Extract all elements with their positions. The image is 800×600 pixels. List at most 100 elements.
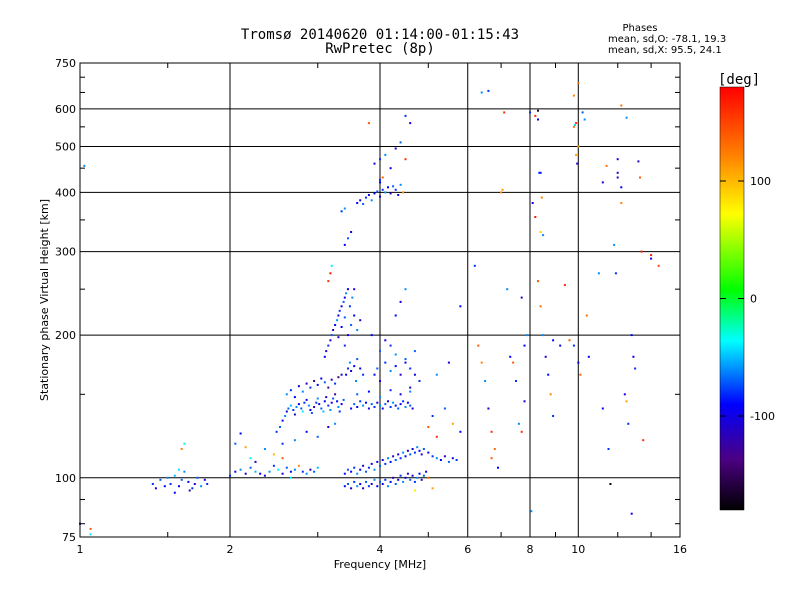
data-point bbox=[487, 89, 490, 92]
data-point bbox=[310, 412, 313, 414]
data-point bbox=[379, 404, 381, 407]
data-point bbox=[362, 487, 365, 490]
data-point bbox=[490, 430, 493, 433]
data-point bbox=[345, 292, 348, 295]
data-point bbox=[272, 464, 275, 467]
data-point bbox=[206, 483, 209, 485]
data-point bbox=[340, 210, 343, 213]
data-point bbox=[607, 448, 610, 450]
data-point bbox=[413, 480, 416, 483]
y-tick-label: 400 bbox=[55, 186, 76, 199]
data-point bbox=[327, 280, 330, 283]
data-point bbox=[493, 448, 496, 450]
data-point bbox=[605, 164, 608, 167]
data-point bbox=[404, 361, 407, 364]
data-point bbox=[585, 314, 588, 317]
data-point bbox=[394, 404, 397, 407]
data-point bbox=[281, 419, 284, 422]
data-point bbox=[389, 192, 392, 195]
data-point bbox=[169, 483, 172, 485]
data-point bbox=[477, 344, 480, 347]
data-point bbox=[409, 367, 412, 370]
data-point bbox=[459, 430, 462, 433]
data-point bbox=[577, 361, 580, 364]
x-tick-label: 6 bbox=[464, 543, 471, 556]
data-point bbox=[347, 288, 349, 291]
data-point bbox=[303, 401, 306, 404]
data-point bbox=[379, 480, 381, 483]
data-point bbox=[254, 460, 257, 463]
data-point bbox=[389, 480, 392, 483]
data-point bbox=[640, 250, 643, 253]
data-point bbox=[343, 485, 346, 488]
data-point bbox=[627, 422, 630, 425]
data-point bbox=[413, 373, 416, 376]
data-point bbox=[151, 483, 154, 485]
data-point bbox=[327, 426, 330, 428]
data-point bbox=[365, 401, 367, 404]
data-point bbox=[420, 478, 423, 481]
chart-subtitle: RwPretec (8p) bbox=[325, 41, 435, 57]
data-point bbox=[295, 406, 298, 408]
data-point bbox=[281, 457, 284, 460]
data-point bbox=[334, 422, 337, 425]
data-point bbox=[389, 406, 392, 408]
data-point bbox=[394, 314, 397, 317]
data-point bbox=[402, 191, 405, 194]
data-point bbox=[389, 344, 392, 347]
stats-o-line: mean, sd,O: -78.1, 19.3 bbox=[608, 34, 726, 45]
data-point bbox=[370, 462, 373, 465]
data-point bbox=[387, 457, 389, 460]
stats-x-line: mean, sd,X: 95.5, 24.1 bbox=[608, 45, 722, 56]
data-point bbox=[399, 457, 402, 460]
data-point bbox=[392, 185, 395, 188]
data-point bbox=[404, 406, 407, 408]
data-point bbox=[343, 207, 346, 210]
data-point bbox=[293, 468, 296, 471]
data-point bbox=[409, 478, 412, 481]
data-point bbox=[323, 381, 326, 384]
data-point bbox=[451, 457, 454, 460]
data-point bbox=[657, 264, 660, 267]
data-point bbox=[459, 305, 462, 308]
data-point bbox=[490, 457, 493, 460]
data-point bbox=[200, 485, 203, 488]
data-point bbox=[338, 410, 341, 413]
data-point bbox=[411, 407, 414, 410]
data-point bbox=[537, 109, 539, 112]
data-point bbox=[285, 466, 288, 469]
data-point bbox=[402, 480, 405, 483]
data-point bbox=[517, 422, 520, 425]
data-point bbox=[313, 470, 316, 473]
data-point bbox=[435, 373, 438, 376]
y-tick-label: 200 bbox=[55, 329, 76, 342]
data-point bbox=[534, 216, 537, 218]
data-point bbox=[249, 457, 252, 460]
data-point bbox=[376, 401, 379, 404]
data-point bbox=[630, 512, 633, 515]
data-point bbox=[435, 457, 438, 460]
colorbar-ticks: 100 0 -100 bbox=[720, 175, 775, 423]
data-point bbox=[384, 403, 387, 406]
data-point bbox=[229, 474, 231, 477]
data-point bbox=[376, 485, 379, 488]
data-point bbox=[159, 478, 162, 481]
data-point bbox=[196, 476, 199, 479]
data-point bbox=[293, 439, 296, 442]
data-point bbox=[384, 339, 387, 342]
data-point bbox=[451, 422, 454, 425]
data-point bbox=[413, 350, 416, 353]
data-point bbox=[583, 118, 586, 121]
data-point bbox=[336, 400, 339, 403]
data-point bbox=[523, 400, 526, 403]
data-point bbox=[362, 203, 365, 205]
data-point bbox=[342, 398, 345, 401]
data-point bbox=[539, 231, 542, 233]
data-point bbox=[332, 329, 335, 331]
data-point bbox=[572, 94, 575, 97]
data-point bbox=[399, 373, 402, 376]
data-point bbox=[178, 485, 180, 488]
data-point bbox=[350, 407, 353, 410]
data-point bbox=[563, 284, 566, 287]
data-point bbox=[370, 483, 373, 485]
